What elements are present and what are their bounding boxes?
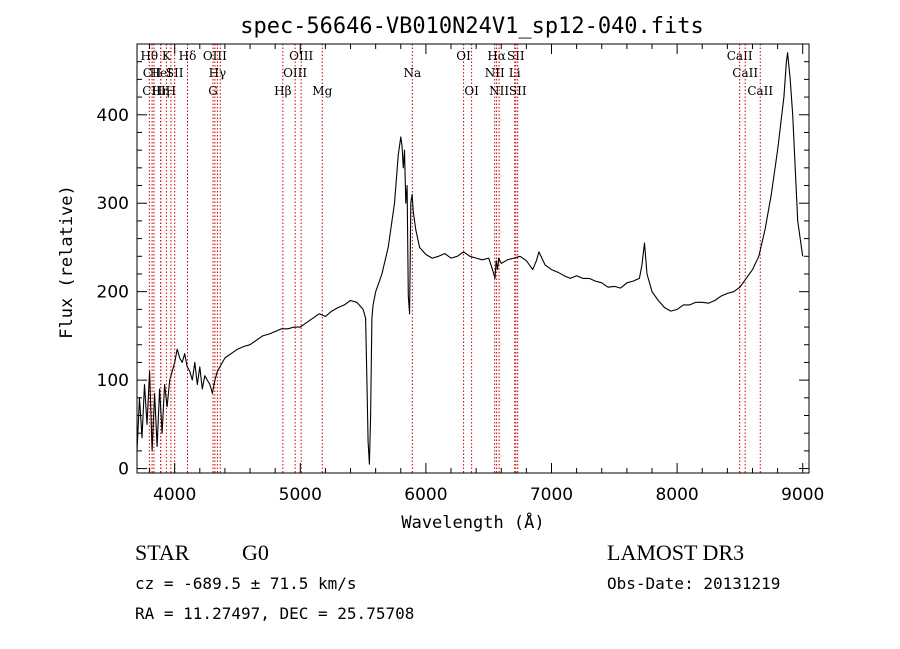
y-tick-label: 100: [97, 371, 129, 391]
line-marker-label: Hγ: [209, 66, 227, 80]
x-axis-ticks: 4000 5000 6000 7000 8000 9000: [149, 44, 824, 505]
line-marker-label: OI: [456, 49, 471, 63]
line-marker-label: CII: [143, 66, 162, 80]
line-marker-label: G: [208, 84, 218, 98]
redshift-velocity: cz = -689.5 ± 71.5 km/s: [135, 574, 357, 593]
y-axis-ticks: 0 100 200 300 400: [97, 61, 809, 480]
x-tick-label: 9000: [781, 485, 824, 505]
x-tick-label: 4000: [153, 485, 196, 505]
line-marker-label: SII: [507, 49, 525, 63]
plot-frame: [136, 43, 810, 474]
y-axis-label: Flux (relative): [57, 185, 77, 339]
y-tick-label: 200: [97, 283, 129, 303]
y-tick-label: 300: [97, 194, 129, 214]
line-marker-label: NII: [485, 66, 505, 80]
survey-name: LAMOST DR3: [607, 540, 744, 565]
line-marker-label: CaII: [747, 84, 773, 98]
x-tick-label: 5000: [279, 485, 322, 505]
line-marker-label: Hα: [487, 49, 506, 63]
y-tick-label: 0: [118, 460, 129, 480]
observation-date: Obs-Date: 20131219: [607, 574, 780, 593]
spectrum-series: [136, 52, 804, 465]
line-markers: HθCIICIIIHeIHηKHSIIHδGOIIIHγHβOIIIOIIIMg…: [140, 44, 773, 473]
line-marker-label: CIII: [142, 84, 166, 98]
line-marker-label: Hη: [152, 84, 170, 98]
line-marker-label: OIII: [283, 66, 307, 80]
line-marker-label: SII: [509, 84, 527, 98]
line-marker-label: OIII: [203, 49, 227, 63]
line-marker-label: OI: [464, 84, 479, 98]
y-tick-label: 400: [97, 106, 129, 126]
line-marker-label: K: [162, 49, 172, 63]
line-marker-label: Mg: [312, 84, 332, 98]
object-class: STAR: [135, 540, 190, 565]
x-tick-label: 6000: [404, 485, 447, 505]
line-marker-label: CaII: [732, 66, 758, 80]
line-marker-label: Hβ: [274, 84, 291, 98]
line-marker-label: H: [166, 84, 176, 98]
x-axis-label: Wavelength (Å): [401, 511, 544, 533]
line-marker-label: Hθ: [140, 49, 158, 63]
line-marker-label: CaII: [727, 49, 753, 63]
line-marker-label: Hδ: [179, 49, 197, 63]
line-marker-label: Na: [404, 66, 422, 80]
line-marker-label: NII: [489, 84, 509, 98]
line-marker-label: SII: [166, 66, 184, 80]
coordinates: RA = 11.27497, DEC = 25.75708: [135, 604, 414, 623]
spectrum-line: [136, 52, 804, 465]
object-subclass: G0: [242, 540, 269, 565]
chart-title: spec-56646-VB010N24V1_sp12-040.fits: [240, 14, 704, 39]
x-tick-label: 8000: [655, 485, 698, 505]
x-tick-label: 7000: [530, 485, 573, 505]
line-marker-label: OIII: [289, 49, 313, 63]
line-marker-label: Li: [509, 66, 521, 80]
